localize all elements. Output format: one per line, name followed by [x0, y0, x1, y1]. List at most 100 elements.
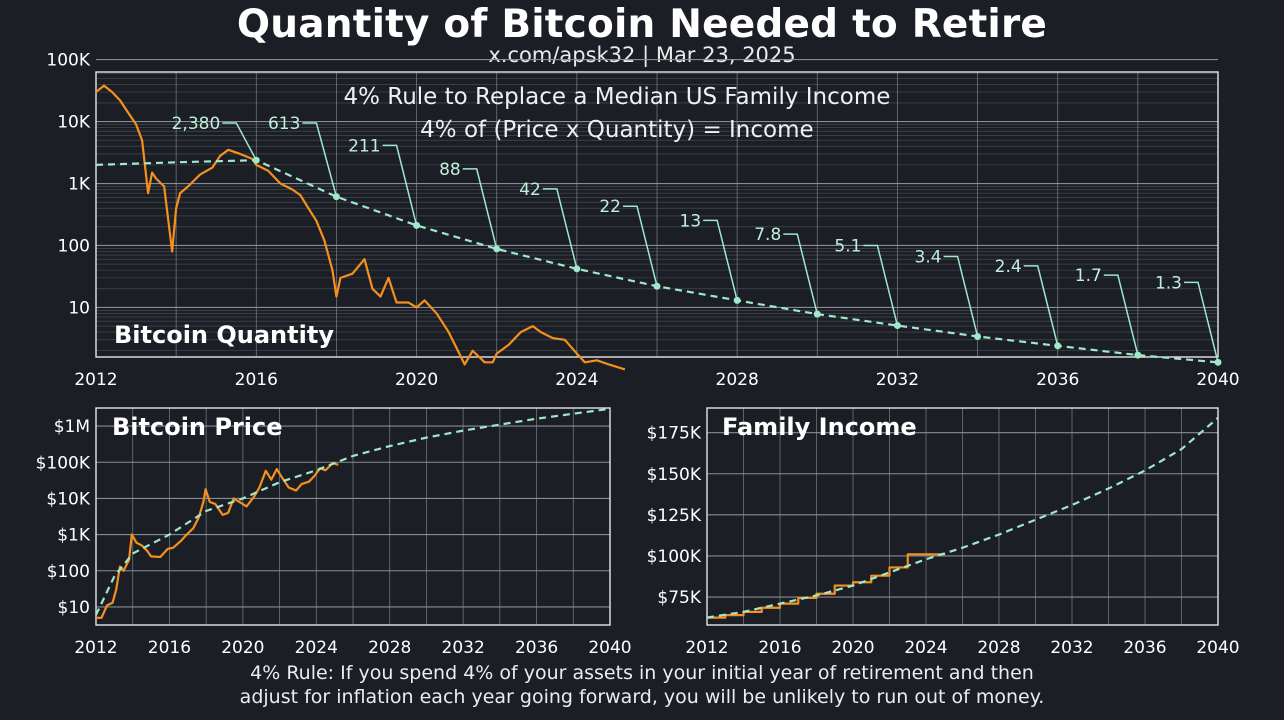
y-tick-label: $100	[47, 562, 90, 582]
x-tick-label: 2032	[876, 370, 919, 390]
x-tick-label: 2012	[685, 638, 728, 658]
y-tick-label: 100K	[46, 51, 90, 71]
annotation-point	[653, 282, 661, 290]
historical-series-line	[96, 461, 339, 619]
annotation-point	[893, 322, 901, 330]
annotation-point	[252, 156, 260, 164]
annotation-point	[1214, 358, 1222, 366]
x-tick-label: 2020	[221, 638, 264, 658]
x-tick-label: 2040	[1196, 370, 1239, 390]
annotation-label: 13	[680, 211, 702, 231]
y-tick-label: $10K	[46, 489, 90, 509]
annotation-leader-line	[703, 219, 738, 301]
annotation-point	[1134, 351, 1142, 359]
y-tick-label: $1M	[54, 417, 90, 437]
annotation-leader-line	[382, 144, 418, 226]
chart-subtitle: x.com/apsk32 | Mar 23, 2025	[488, 43, 796, 67]
footnote-line-1: 4% Rule: If you spend 4% of your assets …	[250, 662, 1034, 684]
x-tick-label: 2024	[295, 638, 338, 658]
panel-title: Family Income	[722, 413, 917, 441]
chart-inner-title-line: 4% of (Price x Quantity) = Income	[420, 117, 813, 143]
annotation-label: 2.4	[995, 257, 1022, 277]
y-tick-label: $100K	[36, 453, 91, 473]
annotation-label: 7.8	[754, 225, 781, 245]
x-tick-label: 2032	[1050, 638, 1093, 658]
y-tick-label: $100K	[647, 547, 702, 567]
x-tick-label: 2040	[1196, 638, 1239, 658]
plot-border	[95, 71, 1219, 358]
annotation-leader-line	[222, 122, 257, 161]
annotation-point	[493, 245, 501, 253]
x-tick-label: 2028	[716, 370, 759, 390]
projection-series-line	[95, 407, 611, 616]
historical-series-line	[95, 84, 626, 371]
y-tick-label: 10	[68, 298, 90, 318]
annotation-point	[332, 193, 340, 201]
annotation-leader-line	[462, 168, 498, 250]
x-tick-label: 2036	[515, 638, 558, 658]
x-tick-label: 2028	[368, 638, 411, 658]
annotation-label: 1.3	[1155, 273, 1182, 293]
y-tick-label: $175K	[647, 424, 702, 444]
annotation-leader-line	[302, 122, 338, 197]
annotation-label: 2,380	[172, 114, 221, 134]
projection-series-line	[706, 417, 1219, 619]
annotation-point	[573, 265, 581, 273]
y-tick-label: $1K	[57, 526, 91, 546]
x-tick-label: 2040	[588, 638, 631, 658]
x-tick-label: 2016	[758, 638, 801, 658]
annotation-leader-line	[1103, 274, 1139, 356]
y-tick-label: $75K	[657, 588, 701, 608]
x-tick-label: 2016	[148, 638, 191, 658]
annotation-leader-line	[863, 244, 899, 326]
annotation-point	[733, 296, 741, 304]
annotation-label: 613	[268, 114, 300, 134]
annotation-label: 1.7	[1075, 266, 1102, 286]
annotation-point	[413, 221, 421, 229]
x-tick-label: 2016	[235, 370, 278, 390]
bitcoin-price-chart: $10 $100 $1K $10K $100K $1M 2012 2016 2020 2024 20…	[36, 407, 632, 658]
annotation-label: 211	[348, 136, 380, 156]
panel-title: Bitcoin Quantity	[114, 321, 334, 349]
annotation-point	[813, 310, 821, 318]
four-percent-rule-footnote: 4% Rule: If you spend 4% of your assets …	[0, 661, 1284, 709]
panel-title: Bitcoin Price	[112, 413, 283, 441]
annotation-label: 42	[519, 180, 541, 200]
annotation-leader-line	[1023, 265, 1059, 347]
x-tick-label: 2028	[977, 638, 1020, 658]
bitcoin-quantity-chart: 10 100 1K 10K 100K 2012 2016 2020 2024 2028 2032 20…	[46, 51, 1239, 390]
annotation-leader-line	[542, 188, 578, 270]
annotation-label: 22	[599, 197, 621, 217]
annotation-leader-line	[943, 255, 979, 337]
family-income-chart: $75K $100K $125K $150K $175K 2012 2016 2020 2024…	[647, 407, 1240, 658]
x-tick-label: 2036	[1036, 370, 1079, 390]
x-tick-label: 2012	[74, 370, 117, 390]
x-tick-label: 2024	[555, 370, 598, 390]
y-tick-label: 100	[58, 236, 90, 256]
footnote-line-2: adjust for inflation each year going for…	[239, 686, 1045, 708]
y-tick-label: 10K	[57, 113, 91, 133]
annotation-leader-line	[1184, 281, 1219, 363]
annotation-label: 5.1	[834, 237, 861, 257]
annotation-label: 3.4	[915, 247, 942, 267]
plot-border	[706, 407, 1219, 626]
chart-title: Quantity of Bitcoin Needed to Retire	[236, 2, 1048, 47]
annotation-label: 88	[439, 160, 461, 180]
x-tick-label: 2032	[442, 638, 485, 658]
x-tick-label: 2024	[904, 638, 947, 658]
y-tick-label: $10	[58, 598, 90, 618]
x-tick-label: 2012	[74, 638, 117, 658]
plot-border	[95, 407, 611, 626]
y-tick-label: 1K	[68, 175, 91, 195]
annotation-leader-line	[623, 205, 658, 287]
x-tick-label: 2036	[1123, 638, 1166, 658]
annotation-point	[974, 332, 982, 340]
x-tick-label: 2020	[395, 370, 438, 390]
y-tick-label: $150K	[647, 465, 702, 485]
y-tick-label: $125K	[647, 506, 702, 526]
chart-inner-title-line: 4% Rule to Replace a Median US Family In…	[343, 84, 890, 110]
annotation-point	[1054, 342, 1062, 350]
historical-series-line	[707, 553, 946, 619]
annotation-leader-line	[783, 233, 819, 315]
x-tick-label: 2020	[831, 638, 874, 658]
